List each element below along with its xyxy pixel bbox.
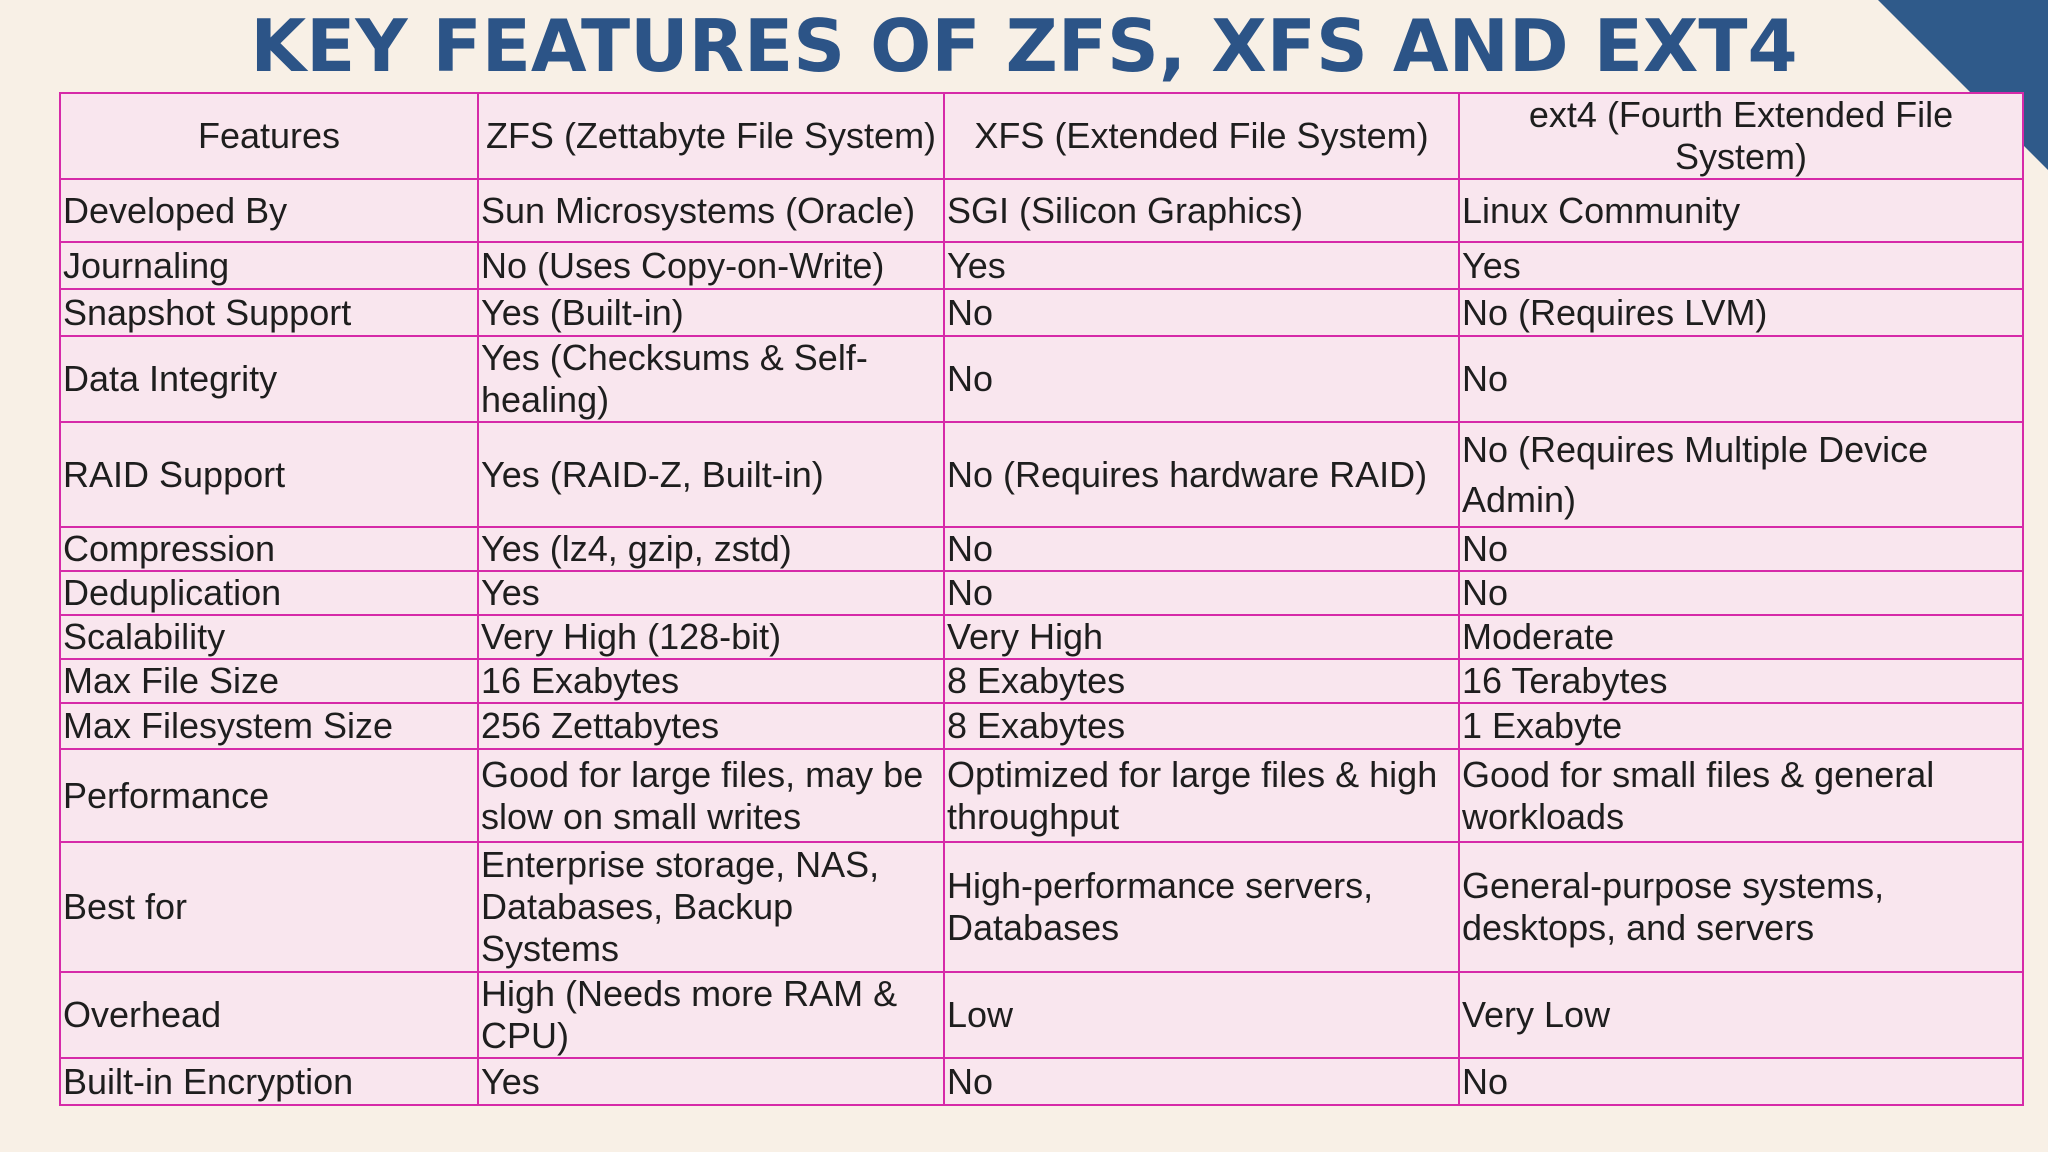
xfs-cell: SGI (Silicon Graphics) bbox=[943, 178, 1460, 243]
zfs-cell: No (Uses Copy-on-Write) bbox=[477, 241, 945, 290]
ext4-cell: No bbox=[1458, 1057, 2024, 1106]
ext4-cell: Very Low bbox=[1458, 971, 2024, 1059]
zfs-cell: 256 Zettabytes bbox=[477, 702, 945, 750]
table-row: Deduplication Yes No No bbox=[59, 570, 2024, 616]
ext4-cell: 1 Exabyte bbox=[1458, 702, 2024, 750]
zfs-cell: Yes (lz4, gzip, zstd) bbox=[477, 526, 945, 572]
xfs-cell: No bbox=[943, 335, 1460, 423]
zfs-cell: Enterprise storage, NAS, Databases, Back… bbox=[477, 841, 945, 973]
xfs-cell: Very High bbox=[943, 614, 1460, 660]
ext4-cell: No (Requires LVM) bbox=[1458, 288, 2024, 337]
zfs-cell: Yes (Built-in) bbox=[477, 288, 945, 337]
feature-cell: Built-in Encryption bbox=[59, 1057, 479, 1106]
ext4-cell: Linux Community bbox=[1458, 178, 2024, 243]
ext4-cell: No (Requires Multiple Device Admin) bbox=[1458, 421, 2024, 528]
feature-cell: Deduplication bbox=[59, 570, 479, 616]
xfs-cell: No bbox=[943, 288, 1460, 337]
xfs-cell: High-performance servers, Databases bbox=[943, 841, 1460, 973]
slide-title: KEY FEATURES OF ZFS, XFS AND EXT4 bbox=[250, 4, 1798, 88]
zfs-cell: 16 Exabytes bbox=[477, 658, 945, 704]
feature-cell: Compression bbox=[59, 526, 479, 572]
feature-cell: Performance bbox=[59, 748, 479, 843]
table-row: Snapshot Support Yes (Built-in) No No (R… bbox=[59, 288, 2024, 337]
feature-cell: Scalability bbox=[59, 614, 479, 660]
feature-cell: Max Filesystem Size bbox=[59, 702, 479, 750]
ext4-cell: 16 Terabytes bbox=[1458, 658, 2024, 704]
features-comparison-table: Features ZFS (Zettabyte File System) XFS… bbox=[59, 92, 2024, 1106]
table-row: Compression Yes (lz4, gzip, zstd) No No bbox=[59, 526, 2024, 572]
xfs-cell: No (Requires hardware RAID) bbox=[943, 421, 1460, 528]
xfs-cell: No bbox=[943, 526, 1460, 572]
header-zfs: ZFS (Zettabyte File System) bbox=[477, 92, 945, 180]
xfs-cell: Yes bbox=[943, 241, 1460, 290]
feature-cell: Max File Size bbox=[59, 658, 479, 704]
ext4-cell: Good for small files & general workloads bbox=[1458, 748, 2024, 843]
table-row: Developed By Sun Microsystems (Oracle) S… bbox=[59, 178, 2024, 243]
ext4-cell: General-purpose systems, desktops, and s… bbox=[1458, 841, 2024, 973]
zfs-cell: Yes (RAID-Z, Built-in) bbox=[477, 421, 945, 528]
table-row: Data Integrity Yes (Checksums & Self-hea… bbox=[59, 335, 2024, 423]
xfs-cell: Optimized for large files & high through… bbox=[943, 748, 1460, 843]
zfs-cell: Sun Microsystems (Oracle) bbox=[477, 178, 945, 243]
header-xfs: XFS (Extended File System) bbox=[943, 92, 1460, 180]
feature-cell: RAID Support bbox=[59, 421, 479, 528]
feature-cell: Developed By bbox=[59, 178, 479, 243]
zfs-cell: Good for large files, may be slow on sma… bbox=[477, 748, 945, 843]
ext4-cell: No bbox=[1458, 526, 2024, 572]
feature-cell: Data Integrity bbox=[59, 335, 479, 423]
feature-cell: Overhead bbox=[59, 971, 479, 1059]
zfs-cell: Yes bbox=[477, 1057, 945, 1106]
xfs-cell: 8 Exabytes bbox=[943, 702, 1460, 750]
xfs-cell: Low bbox=[943, 971, 1460, 1059]
ext4-cell: Yes bbox=[1458, 241, 2024, 290]
xfs-cell: No bbox=[943, 1057, 1460, 1106]
zfs-cell: Yes (Checksums & Self-healing) bbox=[477, 335, 945, 423]
ext4-cell: No bbox=[1458, 570, 2024, 616]
table-row: Scalability Very High (128-bit) Very Hig… bbox=[59, 614, 2024, 660]
zfs-cell: Very High (128-bit) bbox=[477, 614, 945, 660]
table-row: Max Filesystem Size 256 Zettabytes 8 Exa… bbox=[59, 702, 2024, 750]
header-features: Features bbox=[59, 92, 479, 180]
table-row: Max File Size 16 Exabytes 8 Exabytes 16 … bbox=[59, 658, 2024, 704]
xfs-cell: 8 Exabytes bbox=[943, 658, 1460, 704]
table-row: Best for Enterprise storage, NAS, Databa… bbox=[59, 841, 2024, 973]
zfs-cell: Yes bbox=[477, 570, 945, 616]
xfs-cell: No bbox=[943, 570, 1460, 616]
header-ext4: ext4 (Fourth Extended File System) bbox=[1458, 92, 2024, 180]
table-row: Built-in Encryption Yes No No bbox=[59, 1057, 2024, 1106]
zfs-cell: High (Needs more RAM & CPU) bbox=[477, 971, 945, 1059]
ext4-cell: No bbox=[1458, 335, 2024, 423]
table-row: Overhead High (Needs more RAM & CPU) Low… bbox=[59, 971, 2024, 1059]
feature-cell: Journaling bbox=[59, 241, 479, 290]
table-header-row: Features ZFS (Zettabyte File System) XFS… bbox=[59, 92, 2024, 180]
table-row: Performance Good for large files, may be… bbox=[59, 748, 2024, 843]
feature-cell: Best for bbox=[59, 841, 479, 973]
feature-cell: Snapshot Support bbox=[59, 288, 479, 337]
table-row: RAID Support Yes (RAID-Z, Built-in) No (… bbox=[59, 421, 2024, 528]
ext4-cell: Moderate bbox=[1458, 614, 2024, 660]
table-row: Journaling No (Uses Copy-on-Write) Yes Y… bbox=[59, 241, 2024, 290]
